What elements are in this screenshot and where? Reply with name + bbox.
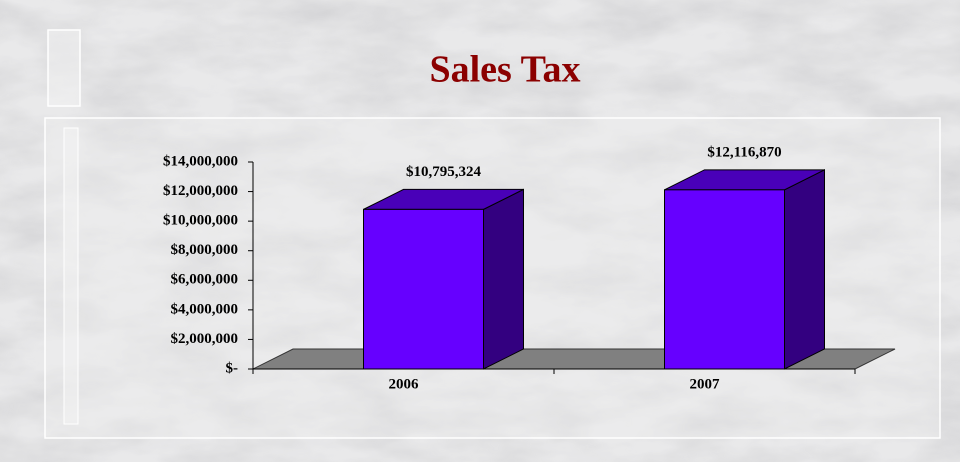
- y-tick-label: $6,000,000: [171, 272, 239, 288]
- y-tick-label: $2,000,000: [171, 331, 239, 347]
- y-tick-label: $4,000,000: [171, 301, 239, 317]
- bar-side: [483, 188, 524, 370]
- value-label: $12,116,870: [707, 144, 781, 160]
- x-tick-label: 2007: [690, 376, 721, 392]
- y-tick-label: $8,000,000: [171, 242, 239, 258]
- bar: [664, 189, 785, 370]
- chart-title: Sales Tax: [429, 49, 580, 91]
- y-tick-label: $14,000,000: [163, 153, 238, 169]
- panel-strip: [63, 127, 79, 425]
- y-tick-label: $12,000,000: [163, 183, 238, 199]
- bar: [363, 208, 484, 370]
- side-panel: [47, 29, 81, 107]
- y-tick-label: $10,000,000: [163, 213, 238, 229]
- value-label: $10,795,324: [406, 164, 482, 180]
- bar-side: [784, 169, 825, 370]
- y-tick-label: $-: [226, 360, 239, 376]
- x-tick-label: 2006: [389, 376, 420, 392]
